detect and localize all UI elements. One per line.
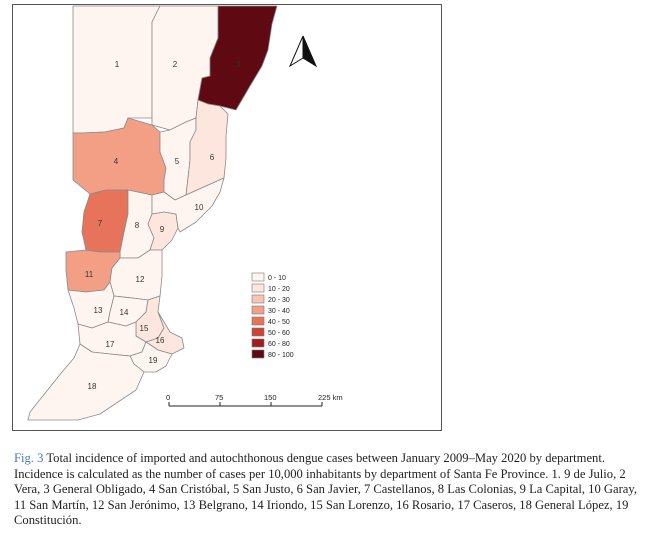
legend-swatch: [251, 338, 265, 348]
dept-3-label: 3: [236, 60, 241, 69]
dept-9-label: 9: [160, 225, 165, 234]
figure-label: Fig. 3: [14, 451, 44, 465]
legend-swatch: [251, 272, 265, 282]
dept-6-label: 6: [210, 153, 215, 162]
scale-tick-label: 150: [264, 393, 277, 402]
north-arrow-icon: [288, 35, 318, 68]
santa-fe-choropleth-map: 1 2 3 4 5 6 7 8 9 10 11 12 13 14 15 16 1…: [27, 5, 343, 421]
legend-label: 0 - 10: [268, 275, 286, 282]
dept-19-label: 19: [149, 356, 158, 365]
legend-swatch: [251, 294, 265, 304]
dept-17-label: 17: [106, 340, 115, 349]
legend-label: 60 - 80: [268, 341, 290, 348]
dept-11-label: 11: [85, 270, 94, 279]
figure-caption: Fig. 3 Total incidence of imported and a…: [14, 451, 644, 529]
dept-10: [151, 177, 225, 233]
dept-4-label: 4: [114, 157, 119, 166]
legend-label: 80 - 100: [268, 352, 294, 359]
dept-1-label: 1: [115, 60, 120, 69]
legend-swatch: [251, 349, 265, 359]
legend-label: 20 - 30: [268, 297, 290, 304]
dept-18-label: 18: [88, 382, 97, 391]
dept-7: [81, 189, 129, 253]
legend-swatch: [251, 283, 265, 293]
legend-swatch: [251, 327, 265, 337]
dept-2-label: 2: [173, 60, 178, 69]
dept-1: [72, 5, 161, 134]
dept-12-label: 12: [136, 275, 145, 284]
dept-15-label: 15: [140, 324, 149, 333]
scale-tick-label: 0: [166, 393, 170, 402]
legend-swatch: [251, 305, 265, 315]
scale-tick-label: 225 km: [318, 393, 343, 402]
dept-8-label: 8: [135, 221, 140, 230]
dept-10-label: 10: [195, 203, 204, 212]
dept-7-label: 7: [98, 219, 103, 228]
legend: 0 - 10 10 - 20 20 - 30 30 - 40 40 - 50 5…: [251, 272, 294, 359]
legend-label: 40 - 50: [268, 319, 290, 326]
scale-tick-label: 75: [215, 393, 223, 402]
dept-5-label: 5: [175, 157, 180, 166]
dept-13-label: 13: [94, 306, 103, 315]
dept-18: [27, 343, 145, 421]
dept-14-label: 14: [120, 308, 129, 317]
legend-label: 30 - 40: [268, 308, 290, 315]
dept-16-label: 16: [156, 336, 165, 345]
figure-caption-text: Total incidence of imported and autochth…: [14, 451, 638, 528]
legend-label: 50 - 60: [268, 330, 290, 337]
scale-bar: 0 75 150 225 km: [166, 393, 343, 407]
legend-label: 10 - 20: [268, 286, 290, 293]
legend-swatch: [251, 316, 265, 326]
